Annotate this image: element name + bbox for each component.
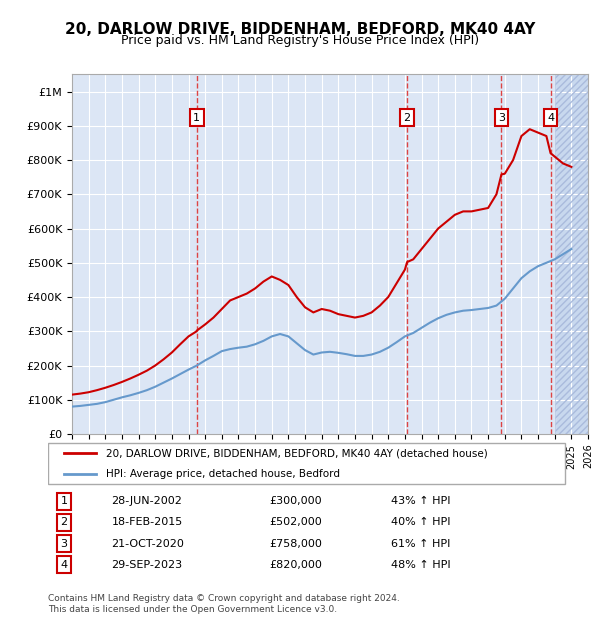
Bar bbox=[555, 74, 588, 434]
Text: Price paid vs. HM Land Registry's House Price Index (HPI): Price paid vs. HM Land Registry's House … bbox=[121, 34, 479, 47]
Text: 2: 2 bbox=[60, 518, 67, 528]
Text: 48% ↑ HPI: 48% ↑ HPI bbox=[391, 560, 451, 570]
Text: £820,000: £820,000 bbox=[270, 560, 323, 570]
Text: 1: 1 bbox=[193, 113, 200, 123]
Text: 4: 4 bbox=[60, 560, 67, 570]
Text: £502,000: £502,000 bbox=[270, 518, 323, 528]
Text: 4: 4 bbox=[547, 113, 554, 123]
Bar bbox=[555, 74, 588, 434]
Text: HPI: Average price, detached house, Bedford: HPI: Average price, detached house, Bedf… bbox=[106, 469, 340, 479]
Text: 1: 1 bbox=[61, 497, 67, 507]
Text: 29-SEP-2023: 29-SEP-2023 bbox=[112, 560, 182, 570]
Text: 43% ↑ HPI: 43% ↑ HPI bbox=[391, 497, 451, 507]
Text: £758,000: £758,000 bbox=[270, 539, 323, 549]
Text: 28-JUN-2002: 28-JUN-2002 bbox=[112, 497, 182, 507]
FancyBboxPatch shape bbox=[48, 443, 565, 484]
Text: 20, DARLOW DRIVE, BIDDENHAM, BEDFORD, MK40 4AY: 20, DARLOW DRIVE, BIDDENHAM, BEDFORD, MK… bbox=[65, 22, 535, 37]
Text: 2: 2 bbox=[404, 113, 410, 123]
Text: 20, DARLOW DRIVE, BIDDENHAM, BEDFORD, MK40 4AY (detached house): 20, DARLOW DRIVE, BIDDENHAM, BEDFORD, MK… bbox=[106, 448, 488, 458]
Text: 40% ↑ HPI: 40% ↑ HPI bbox=[391, 518, 451, 528]
Text: 18-FEB-2015: 18-FEB-2015 bbox=[112, 518, 182, 528]
Text: 61% ↑ HPI: 61% ↑ HPI bbox=[391, 539, 451, 549]
Text: 21-OCT-2020: 21-OCT-2020 bbox=[112, 539, 184, 549]
Text: Contains HM Land Registry data © Crown copyright and database right 2024.
This d: Contains HM Land Registry data © Crown c… bbox=[48, 595, 400, 614]
Text: 3: 3 bbox=[61, 539, 67, 549]
Text: £300,000: £300,000 bbox=[270, 497, 322, 507]
Text: 3: 3 bbox=[498, 113, 505, 123]
